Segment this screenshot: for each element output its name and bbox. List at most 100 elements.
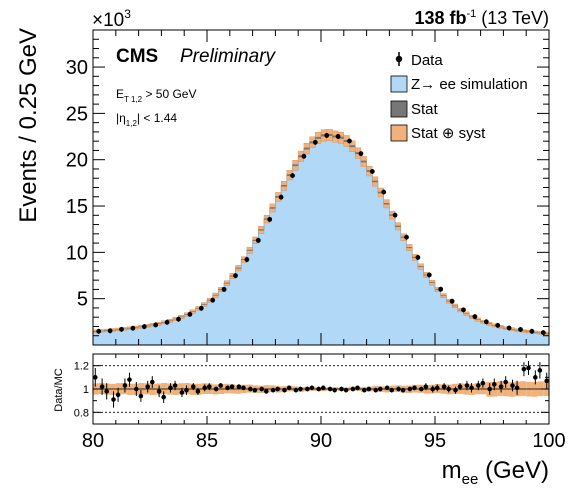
stat-band-bin [389,214,396,216]
data-point [404,234,409,240]
ratio-point [480,380,486,386]
stat-band-bin [457,309,464,311]
legend-syst-label: Stat ⊕ syst [411,125,486,142]
ratio-y-tick-label: 1 [83,384,89,396]
ratio-point [305,386,310,392]
cut-eta-rest: | < 1.44 [137,111,177,125]
x-tick-label: 80 [82,430,104,452]
ratio-point [168,385,173,391]
stat-band-bin [286,174,293,177]
data-point [119,326,124,332]
ratio-point [225,385,230,391]
legend-simulation-label: Z→ ee simulation [411,76,528,93]
ratio-point [252,387,258,393]
data-point [347,138,352,144]
stat-band-bin [189,311,196,312]
ratio-point [111,397,116,402]
stat-band-bin [229,275,236,277]
ratio-point [263,389,269,394]
legend-data-marker [395,55,403,63]
ratio-point [389,387,394,393]
stat-band-bin [172,318,179,320]
data-point [540,330,546,336]
stat-band-bin [531,332,538,333]
data-point [312,139,318,145]
ratio-point [191,384,196,389]
ratio-point [373,387,379,393]
ratio-point [343,387,349,393]
ratio-point [362,387,367,393]
data-point [278,194,284,200]
ratio-point [510,383,515,388]
ratio-point [339,386,344,392]
ratio-point [526,365,531,371]
luminosity-label: 138 fb-1 (13 TeV) [414,8,549,28]
y-tick-label: 10 [66,242,88,264]
exponent-label: ×103 [92,7,131,31]
data-point [96,328,102,334]
data-point [164,319,170,325]
status-label: Preliminary [180,46,277,67]
data-point [415,255,421,260]
data-point [381,189,387,195]
stat-band-bin [469,316,475,318]
stat-band-bin [292,164,299,167]
x-tick-label: 85 [196,430,218,452]
data-point [461,307,466,313]
ratio-point [229,384,235,389]
data-point [529,328,535,334]
stat-band-bin [150,324,156,326]
ratio-point [286,385,292,391]
ratio-point [396,386,401,392]
stat-band-bin [543,333,549,334]
legend-data-label: Data [411,52,443,69]
stat-band-bin [178,316,185,318]
stat-band-bin [104,330,111,331]
ratio-point [544,378,549,384]
ratio-point [156,389,162,394]
ratio-point [138,393,144,399]
stat-band-bin [366,170,373,172]
y-tick-label: 30 [66,57,88,79]
stat-band-bin [121,328,128,330]
data-point [483,319,489,325]
stat-band-bin [446,300,453,302]
ratio-point [206,384,212,389]
ratio-point [122,383,128,388]
stat-band-bin [423,274,430,276]
ratio-point [115,392,121,398]
ratio-point [316,386,322,392]
data-point [438,286,444,292]
stat-band-bin [195,308,202,309]
stat-band-bin [201,304,207,305]
data-point [255,237,261,243]
ratio-point [99,384,105,389]
stat-band-bin [412,256,418,258]
ratio-syst-band-bin [235,385,242,394]
legend: Data Z→ ee simulation Stat Stat ⊕ syst [390,52,528,142]
stat-band-bin [144,325,150,327]
ratio-syst-band-bin [509,382,515,397]
stat-band-bin [440,295,447,297]
x-tick-label: 100 [532,430,565,452]
stat-band-bin [378,191,384,194]
stat-band-bin [332,135,339,138]
stat-band-bin [275,196,282,198]
data-point [290,173,295,178]
y-tick-label: 25 [66,103,88,125]
data-point [324,132,330,138]
ratio-point [298,386,303,392]
ratio-point [275,386,280,392]
stat-band-bin [372,180,378,183]
ratio-plot-area [93,361,549,413]
ratio-point [127,377,132,382]
data-point [495,322,501,328]
ratio-point [384,385,390,391]
ratio-point [453,387,458,393]
stat-band-bin [492,325,498,326]
stat-band-bin [406,247,413,249]
cut-et-label: ET 1,2 > 50 GeV [116,87,196,104]
ratio-point [412,385,417,391]
cut-eta-sub: 1,2 [126,119,138,128]
stat-band-bin [343,140,350,143]
